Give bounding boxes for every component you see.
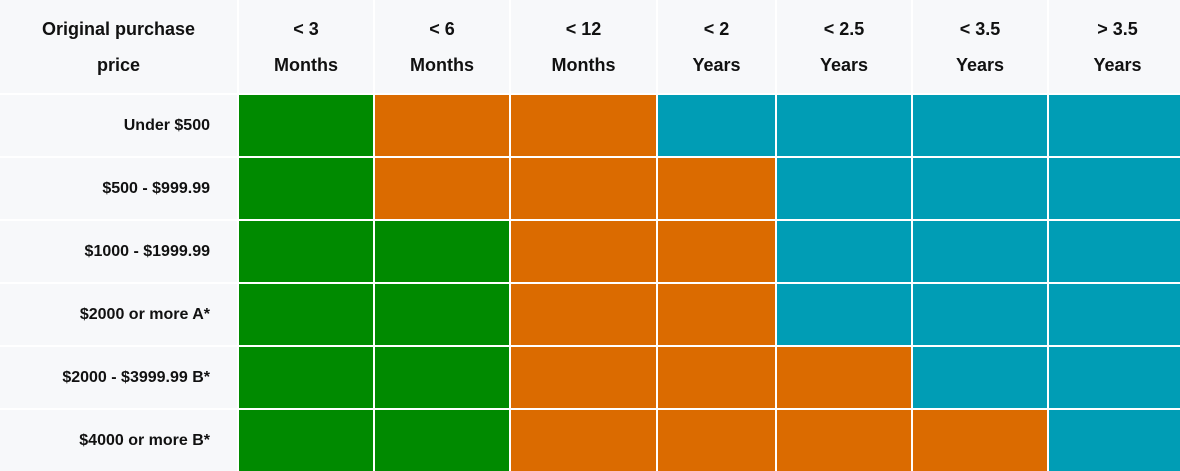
price-age-cell [511, 284, 656, 345]
price-age-cell [1049, 221, 1180, 282]
price-age-cell [511, 221, 656, 282]
price-age-cell [511, 347, 656, 408]
column-header-line-2: Years [692, 54, 741, 75]
price-age-cell [239, 221, 373, 282]
price-age-cell [658, 284, 775, 345]
price-age-cell [913, 347, 1047, 408]
column-header-line-1: < 3 [293, 18, 319, 39]
column-header: < 12 Months [511, 0, 656, 93]
price-age-cell [239, 158, 373, 219]
price-age-cell [1049, 158, 1180, 219]
price-age-cell [375, 347, 509, 408]
price-age-cell [777, 158, 911, 219]
price-age-cell [239, 95, 373, 156]
price-age-cell [913, 95, 1047, 156]
column-header: > 3.5 Years [1049, 0, 1180, 93]
corner-header-line-1: Original purchase [41, 18, 196, 39]
column-header-line-2: Months [274, 54, 338, 75]
price-age-cell [777, 410, 911, 471]
price-age-cell [1049, 284, 1180, 345]
price-age-cell [375, 284, 509, 345]
price-age-cell [239, 347, 373, 408]
row-label: $2000 or more A* [0, 284, 237, 345]
column-header-line-2: Years [819, 54, 869, 75]
price-age-cell [511, 410, 656, 471]
column-header-line-1: < 6 [429, 18, 455, 39]
column-header-line-1: < 3.5 [959, 18, 1001, 39]
price-age-cell [658, 158, 775, 219]
price-age-cell [1049, 95, 1180, 156]
row-label: $500 - $999.99 [0, 158, 237, 219]
corner-header-line-2: price [96, 54, 141, 75]
price-age-cell [375, 95, 509, 156]
column-header: < 2 Years [658, 0, 775, 93]
price-age-cell [658, 410, 775, 471]
column-header-line-2: Years [955, 54, 1005, 75]
price-age-cell [777, 347, 911, 408]
price-age-cell [239, 410, 373, 471]
price-age-cell [658, 95, 775, 156]
column-header: < 2.5 Years [777, 0, 911, 93]
price-age-cell [658, 221, 775, 282]
row-label: Under $500 [0, 95, 237, 156]
price-age-cell [375, 410, 509, 471]
column-header: < 3 Months [239, 0, 373, 93]
price-age-cell [511, 95, 656, 156]
price-age-cell [777, 284, 911, 345]
price-age-cell [375, 221, 509, 282]
column-header-line-2: Months [410, 54, 474, 75]
column-header-line-1: < 2.5 [823, 18, 865, 39]
column-header-line-1: > 3.5 [1097, 18, 1138, 39]
corner-header: Original purchase price [0, 0, 237, 93]
price-age-cell [375, 158, 509, 219]
price-age-cell [777, 95, 911, 156]
price-age-cell [913, 410, 1047, 471]
column-header-line-2: Years [1093, 54, 1142, 75]
row-label: $4000 or more B* [0, 410, 237, 471]
column-header-line-2: Months [551, 54, 616, 75]
row-label: $2000 - $3999.99 B* [0, 347, 237, 408]
price-age-cell [913, 284, 1047, 345]
price-age-cell [913, 221, 1047, 282]
price-age-cell [658, 347, 775, 408]
column-header: < 3.5 Years [913, 0, 1047, 93]
price-age-cell [1049, 410, 1180, 471]
price-age-cell [777, 221, 911, 282]
column-header-line-1: < 12 [565, 18, 602, 39]
column-header: < 6 Months [375, 0, 509, 93]
price-age-cell [511, 158, 656, 219]
price-age-cell [239, 284, 373, 345]
row-label: $1000 - $1999.99 [0, 221, 237, 282]
price-age-cell [1049, 347, 1180, 408]
column-header-line-1: < 2 [703, 18, 730, 39]
price-age-cell [913, 158, 1047, 219]
